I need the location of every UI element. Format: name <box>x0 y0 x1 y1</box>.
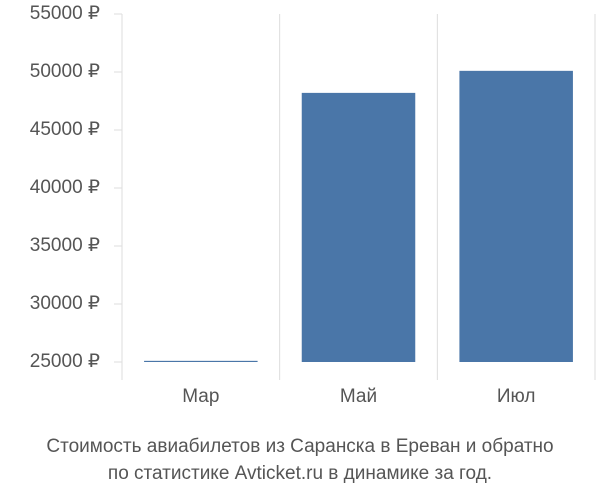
y-tick-label: 40000 ₽ <box>30 177 100 198</box>
chart-title: по статистике Avticket.ru в динамике за … <box>108 463 492 484</box>
y-tick-label: 25000 ₽ <box>30 351 100 372</box>
x-tick-label: Июл <box>497 386 536 407</box>
x-tick-label: Мар <box>182 386 219 407</box>
bar <box>459 70 573 362</box>
x-tick-label: Май <box>340 386 377 407</box>
bar <box>301 92 416 362</box>
y-tick-label: 50000 ₽ <box>30 61 100 82</box>
y-tick-label: 45000 ₽ <box>30 119 100 140</box>
y-tick-label: 35000 ₽ <box>30 235 100 256</box>
y-tick-label: 55000 ₽ <box>30 3 100 24</box>
chart-title: Стоимость авиабилетов из Саранска в Ерев… <box>46 436 553 457</box>
y-tick-label: 30000 ₽ <box>30 293 100 314</box>
bar <box>144 360 258 362</box>
